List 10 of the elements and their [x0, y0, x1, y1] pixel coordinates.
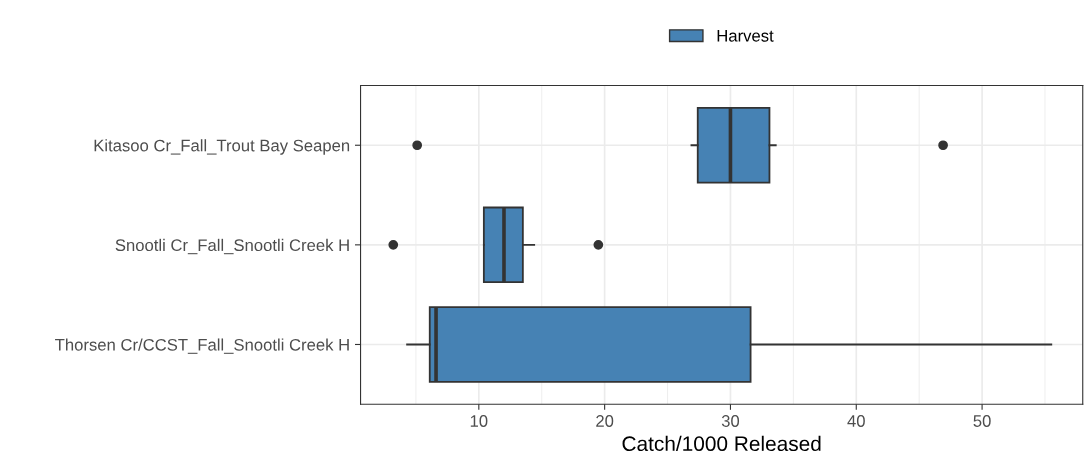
y-tick-label: Thorsen Cr/CCST_Fall_Snootli Creek H	[55, 338, 349, 354]
y-tick-label: Kitasoo Cr_Fall_Trout Bay Seapen	[94, 139, 350, 155]
x-tick-label: 50	[973, 415, 991, 427]
x-tick-label: 30	[721, 415, 740, 427]
x-tick-label: 20	[596, 415, 614, 427]
legend-label: Harvest	[717, 30, 774, 42]
x-tick-label: 40	[847, 415, 865, 427]
x-axis-title: Catch/1000 Released	[622, 435, 821, 452]
y-tick-label: Snootli Cr_Fall_Snootli Creek H	[115, 238, 349, 255]
x-tick-label: 10	[470, 415, 488, 427]
